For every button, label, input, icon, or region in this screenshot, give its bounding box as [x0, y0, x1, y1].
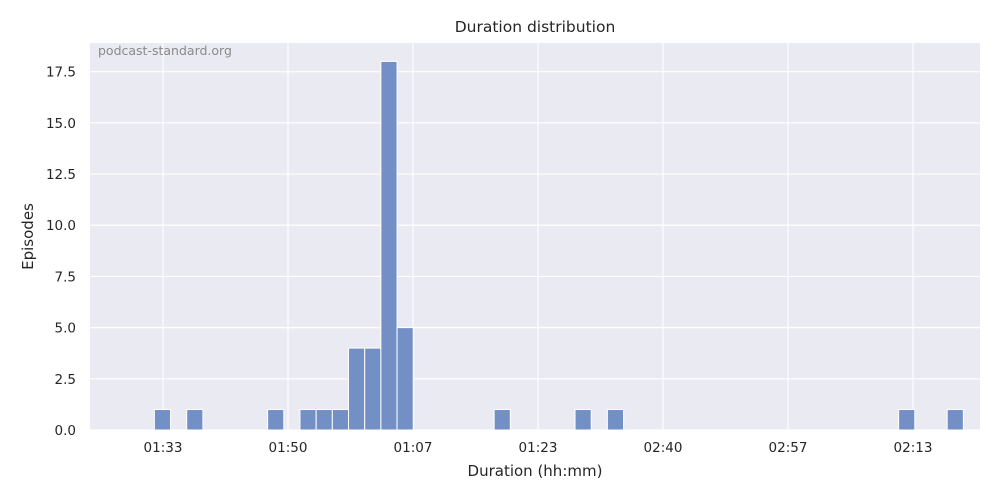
plot-area	[90, 43, 980, 430]
histogram-bar	[331, 409, 350, 431]
bars	[153, 60, 964, 431]
x-axis-title: Duration (hh:mm)	[468, 462, 603, 480]
histogram-bar	[396, 327, 414, 431]
grid-lines	[90, 43, 980, 431]
y-axis-title: Episodes	[19, 203, 37, 270]
x-tick-label: 02:57	[769, 440, 808, 456]
histogram-bar	[267, 409, 285, 431]
histogram-bar	[574, 409, 592, 431]
histogram-bar	[606, 409, 625, 431]
x-tick-labels: 01:33 01:50 01:07 01:23 02:40 02:57 02:13	[144, 440, 933, 456]
y-tick-label: 15.0	[46, 116, 76, 132]
histogram-bar	[898, 409, 916, 431]
x-tick-label: 01:07	[394, 440, 433, 456]
histogram-bar	[364, 347, 382, 431]
histogram-bar	[153, 409, 172, 431]
y-tick-label: 5.0	[55, 321, 76, 337]
histogram-bar	[186, 409, 204, 431]
y-tick-label: 0.0	[55, 423, 76, 439]
x-tick-label: 02:13	[894, 440, 933, 456]
histogram-bar	[315, 409, 333, 431]
chart-title: Duration distribution	[455, 18, 616, 36]
y-tick-label: 2.5	[55, 372, 76, 388]
x-tick-label: 01:50	[269, 440, 308, 456]
histogram-bar	[380, 60, 398, 431]
y-tick-label: 7.5	[55, 269, 76, 285]
y-tick-label: 10.0	[46, 218, 76, 234]
y-tick-label: 17.5	[46, 65, 76, 81]
y-tick-label: 12.5	[46, 167, 76, 183]
histogram-bar	[348, 347, 366, 431]
y-tick-labels: 0.0 2.5 5.0 7.5 10.0 12.5 15.0 17.5	[46, 65, 76, 439]
watermark-text: podcast-standard.org	[98, 43, 232, 58]
x-tick-label: 02:40	[644, 440, 683, 456]
histogram-bar	[299, 409, 317, 431]
histogram-bar	[493, 409, 511, 431]
x-tick-label: 01:23	[519, 440, 558, 456]
histogram-bar	[946, 409, 964, 431]
x-tick-label: 01:33	[144, 440, 183, 456]
